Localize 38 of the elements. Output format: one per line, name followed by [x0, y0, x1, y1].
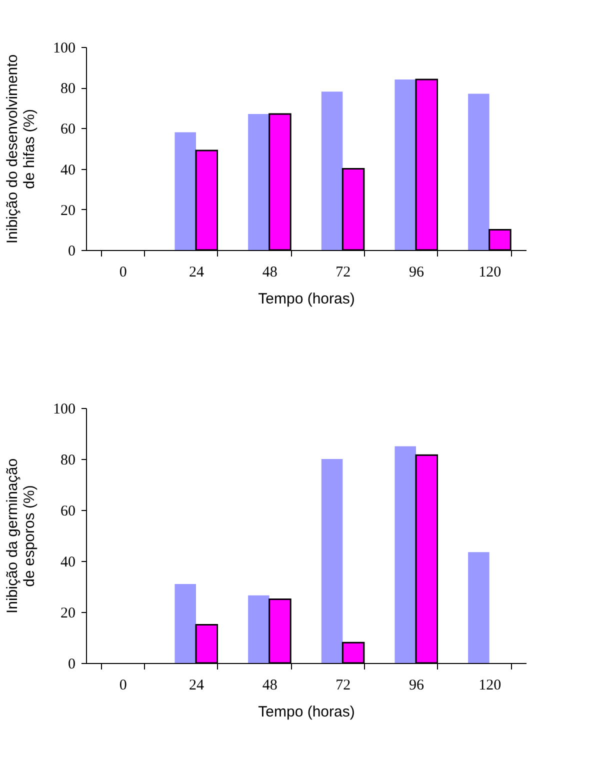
x-tick-label: 48: [262, 264, 278, 280]
bar: [321, 92, 343, 250]
x-tick-label: 120: [478, 678, 502, 694]
x-tick-label: 72: [336, 264, 351, 280]
bar: [321, 459, 343, 663]
y-tick-label: 20: [60, 202, 76, 219]
x-tick-label: 24: [189, 264, 204, 280]
x-tick-label: 96: [409, 678, 424, 694]
bar: [248, 114, 270, 250]
x-tick-label: 120: [478, 264, 502, 280]
x-tick-label: 96: [409, 264, 424, 280]
y-tick-label: 0: [68, 244, 76, 260]
x-tick-label: 48: [262, 678, 278, 694]
bar: [174, 584, 196, 663]
x-tick-label: 0: [119, 264, 127, 280]
x-tick-label: 72: [336, 678, 351, 694]
bar: [174, 132, 196, 250]
y-tick-label: 80: [60, 452, 76, 468]
x-tick-label: 24: [189, 678, 204, 694]
bar: [248, 595, 270, 663]
y-tick-label: 40: [60, 162, 76, 178]
y-tick-label: 0: [68, 656, 76, 672]
bar: [468, 552, 490, 663]
x-axis-title: Tempo (horas): [258, 290, 355, 308]
y-tick-label: 60: [60, 504, 76, 520]
y-tick-label: 80: [60, 81, 76, 98]
y-tick-label: 20: [60, 606, 76, 622]
x-tick-label: 0: [119, 678, 127, 694]
y-tick-label: 100: [53, 40, 76, 56]
y-axis-title: Inibição do desenvolvimento de hifas (%): [4, 54, 38, 244]
bar: [394, 446, 416, 663]
y-axis-title: Inibição da germinação de esporos (%): [4, 458, 38, 614]
y-tick-label: 60: [60, 122, 76, 138]
y-tick-label: 40: [60, 554, 76, 570]
bar: [394, 79, 416, 250]
x-axis-title: Tempo (horas): [258, 704, 355, 720]
bar: [468, 94, 490, 250]
y-tick-label: 100: [53, 402, 76, 418]
